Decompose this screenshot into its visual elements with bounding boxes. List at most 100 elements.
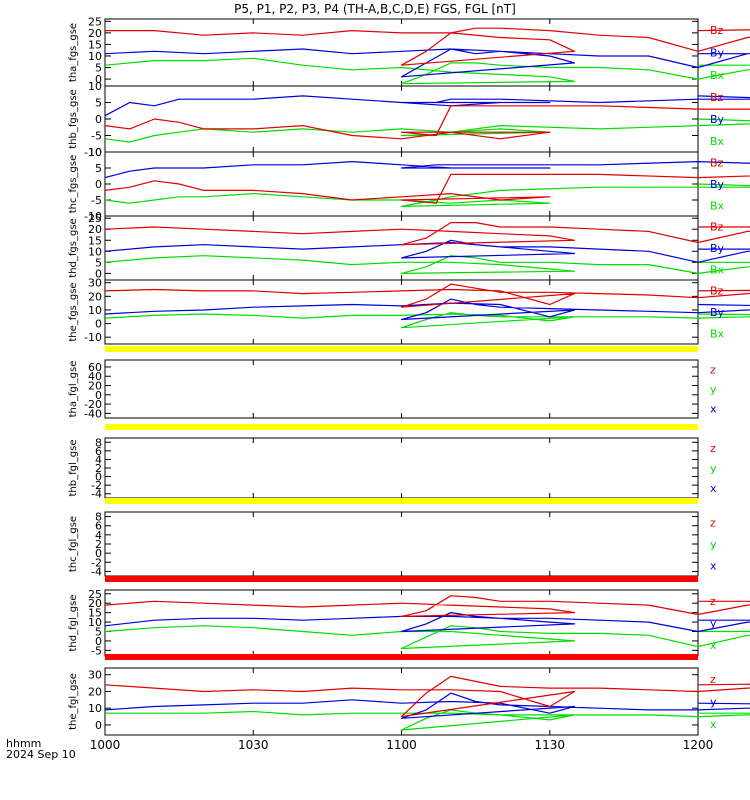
y-tick-label: 20 — [88, 27, 102, 40]
y-tick-label: 8 — [95, 511, 102, 524]
series-line-By — [104, 161, 750, 179]
y-tick-label: 0 — [95, 178, 102, 191]
series-line-z — [104, 595, 750, 618]
panel-the_fgl_gse: 0 10 20 30 the_fgl_gse zyx — [68, 654, 750, 736]
panel-frame — [104, 215, 699, 281]
y-tick-label: 25 — [88, 15, 102, 28]
legend-label-Bx: Bx — [710, 263, 725, 276]
panel-frame — [104, 667, 699, 736]
status-bar — [105, 654, 698, 660]
y-tick-label: 0 — [95, 471, 102, 484]
legend-label-x: x — [710, 639, 717, 652]
y-tick-label: 10 — [88, 50, 102, 63]
series-line-Bz — [104, 283, 750, 308]
y-tick-label: 8 — [95, 436, 102, 449]
x-tick-label: 1100 — [386, 738, 417, 752]
y-tick-label: 10 — [88, 146, 102, 159]
y-tick-label: 6 — [95, 520, 102, 533]
series-line-Bx — [104, 118, 750, 143]
status-bar — [105, 498, 698, 504]
y-tick-label: -40 — [84, 407, 102, 420]
y-axis-label: thd_fgs_gse — [68, 218, 79, 277]
panel-frame — [104, 85, 699, 153]
y-tick-label: -5 — [91, 130, 102, 143]
legend-label-y: y — [710, 462, 717, 475]
y-tick-label: 0 — [95, 267, 102, 280]
legend-label-y: y — [710, 617, 717, 630]
panel-frame — [104, 437, 699, 499]
y-tick-label: 10 — [88, 245, 102, 258]
y-tick-label: 2 — [95, 462, 102, 475]
series-line-y — [104, 611, 750, 633]
y-tick-label: 10 — [88, 304, 102, 317]
legend-label-Bx: Bx — [710, 199, 725, 212]
y-tick-label: 20 — [88, 223, 102, 236]
y-tick-label: 5 — [95, 162, 102, 175]
series-line-x — [104, 625, 750, 650]
y-tick-label: 2 — [95, 538, 102, 551]
y-tick-label: 5 — [95, 625, 102, 638]
legend-label-x: x — [710, 402, 717, 415]
y-tick-label: -10 — [84, 331, 102, 344]
y-tick-label: 4 — [95, 529, 102, 542]
y-tick-label: 30 — [88, 277, 102, 290]
y-tick-label: 30 — [88, 669, 102, 682]
legend-label-y: y — [710, 383, 717, 396]
series-line-By — [104, 239, 750, 263]
y-tick-label: 40 — [88, 370, 102, 383]
legend-label-Bz: Bz — [710, 24, 724, 37]
panel-thc_fgs_gse: -10 -5 0 5 10 thc_fgs_gse Bz By Bx — [68, 146, 750, 223]
series-line-By — [104, 298, 750, 321]
y-tick-label: 0 — [95, 547, 102, 560]
legend-label-By: By — [710, 306, 725, 319]
y-tick-label: 0 — [95, 318, 102, 331]
legend-label-x: x — [710, 718, 717, 731]
legend-label-Bz: Bz — [710, 285, 724, 298]
y-tick-label: 0 — [95, 389, 102, 402]
series-line-Bx — [104, 57, 750, 85]
series-line-Bz — [104, 173, 750, 204]
y-axis-label: tha_fgl_gse — [68, 361, 79, 418]
legend-label-By: By — [710, 178, 725, 191]
legend-label-Bz: Bz — [710, 221, 724, 234]
y-tick-label: -5 — [91, 194, 102, 207]
series-line-Bx — [104, 183, 750, 207]
y-tick-label: -5 — [91, 644, 102, 657]
x-tick-label: 1200 — [683, 738, 714, 752]
y-tick-label: 25 — [88, 588, 102, 601]
series-line-Bz — [104, 222, 750, 246]
y-axis-label: thc_fgl_gse — [68, 516, 79, 572]
y-axis-label: the_fgs_gse — [68, 282, 79, 341]
series-line-By — [104, 95, 750, 117]
x-tick-label: 1030 — [238, 738, 269, 752]
y-axis-label: thb_fgs_gse — [68, 89, 79, 148]
y-tick-label: 15 — [88, 234, 102, 247]
y-tick-label: 20 — [88, 290, 102, 303]
panel-frame — [104, 589, 699, 657]
y-tick-label: 10 — [88, 80, 102, 93]
legend-label-Bz: Bz — [710, 157, 724, 170]
time-format-label: hhmm — [6, 737, 42, 750]
y-tick-label: 20 — [88, 380, 102, 393]
legend-label-x: x — [710, 482, 717, 495]
status-bar — [105, 576, 698, 582]
y-tick-label: 10 — [88, 616, 102, 629]
series-line-By — [104, 48, 750, 78]
y-axis-label: thb_fgl_gse — [68, 440, 79, 497]
x-tick-label: 1130 — [534, 738, 565, 752]
legend-label-y: y — [710, 696, 717, 709]
legend-label-By: By — [710, 47, 725, 60]
legend-label-z: z — [710, 364, 716, 377]
y-tick-label: 0 — [95, 719, 102, 732]
y-tick-label: 6 — [95, 445, 102, 458]
x-tick-label: 1000 — [90, 738, 121, 752]
y-axis-label: thc_fgs_gse — [68, 155, 79, 214]
y-axis-label: thd_fgl_gse — [68, 595, 79, 652]
legend-label-z: z — [710, 595, 716, 608]
legend-label-By: By — [710, 113, 725, 126]
